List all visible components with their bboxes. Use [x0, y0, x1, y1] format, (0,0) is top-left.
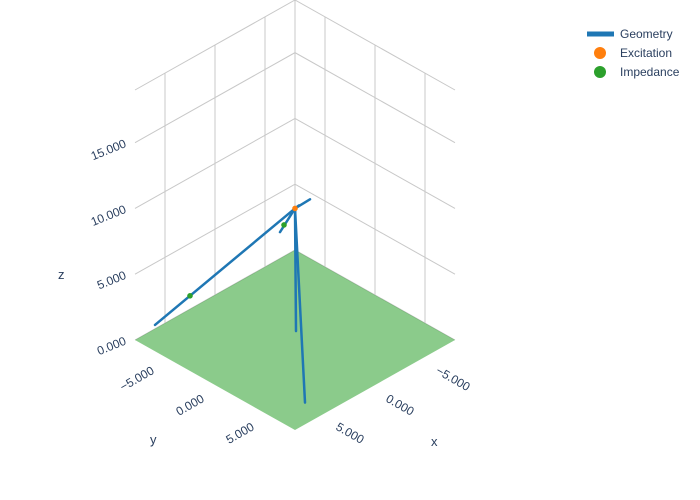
- z-tick-label: 10.000: [89, 202, 129, 229]
- grid-line: [134, 52, 456, 144]
- x-tick-label: 0.000: [384, 391, 417, 418]
- legend[interactable]: Geometry Excitation Impedance: [587, 27, 680, 79]
- legend-item-excitation[interactable]: Excitation: [594, 46, 672, 60]
- legend-item-impedance[interactable]: Impedance: [594, 65, 680, 79]
- excitation-legend-swatch: [594, 47, 606, 59]
- y-tick-label: 5.000: [223, 419, 256, 446]
- impedance-point: [187, 293, 193, 299]
- y-axis-title: y: [150, 432, 157, 447]
- geometry-segment: [153, 207, 297, 327]
- grid-line: [134, 117, 456, 209]
- grid-line: [134, 183, 456, 275]
- impedance-legend-swatch: [594, 66, 606, 78]
- z-axis-title: z: [58, 267, 65, 282]
- x-tick-label: −5.000: [434, 363, 473, 394]
- y-tick-label: −5.000: [117, 363, 156, 394]
- geometry-segment: [293, 207, 307, 404]
- z-tick-label: 0.000: [95, 334, 128, 358]
- grid-line: [134, 0, 456, 91]
- geometry-segment: [278, 207, 297, 234]
- z-tick-label: 15.000: [89, 136, 129, 163]
- data-layer: [153, 198, 312, 404]
- legend-label-excitation: Excitation: [620, 46, 672, 60]
- excitation-point: [292, 205, 298, 212]
- impedance-point: [281, 222, 287, 228]
- x-axis-title: x: [431, 434, 438, 449]
- ground-plane-surface: [135, 250, 455, 430]
- y-tick-label: 0.000: [173, 391, 206, 418]
- legend-label-impedance: Impedance: [620, 65, 680, 79]
- legend-item-geometry[interactable]: Geometry: [587, 27, 673, 41]
- legend-label-geometry: Geometry: [620, 27, 673, 41]
- z-tick-label: 5.000: [95, 268, 128, 292]
- x-tick-label: 5.000: [334, 420, 367, 447]
- scene: 0.000 5.000 10.000 15.000 −5.000 0.000 5.000 −5…: [89, 0, 473, 447]
- ground-plane: [135, 250, 455, 430]
